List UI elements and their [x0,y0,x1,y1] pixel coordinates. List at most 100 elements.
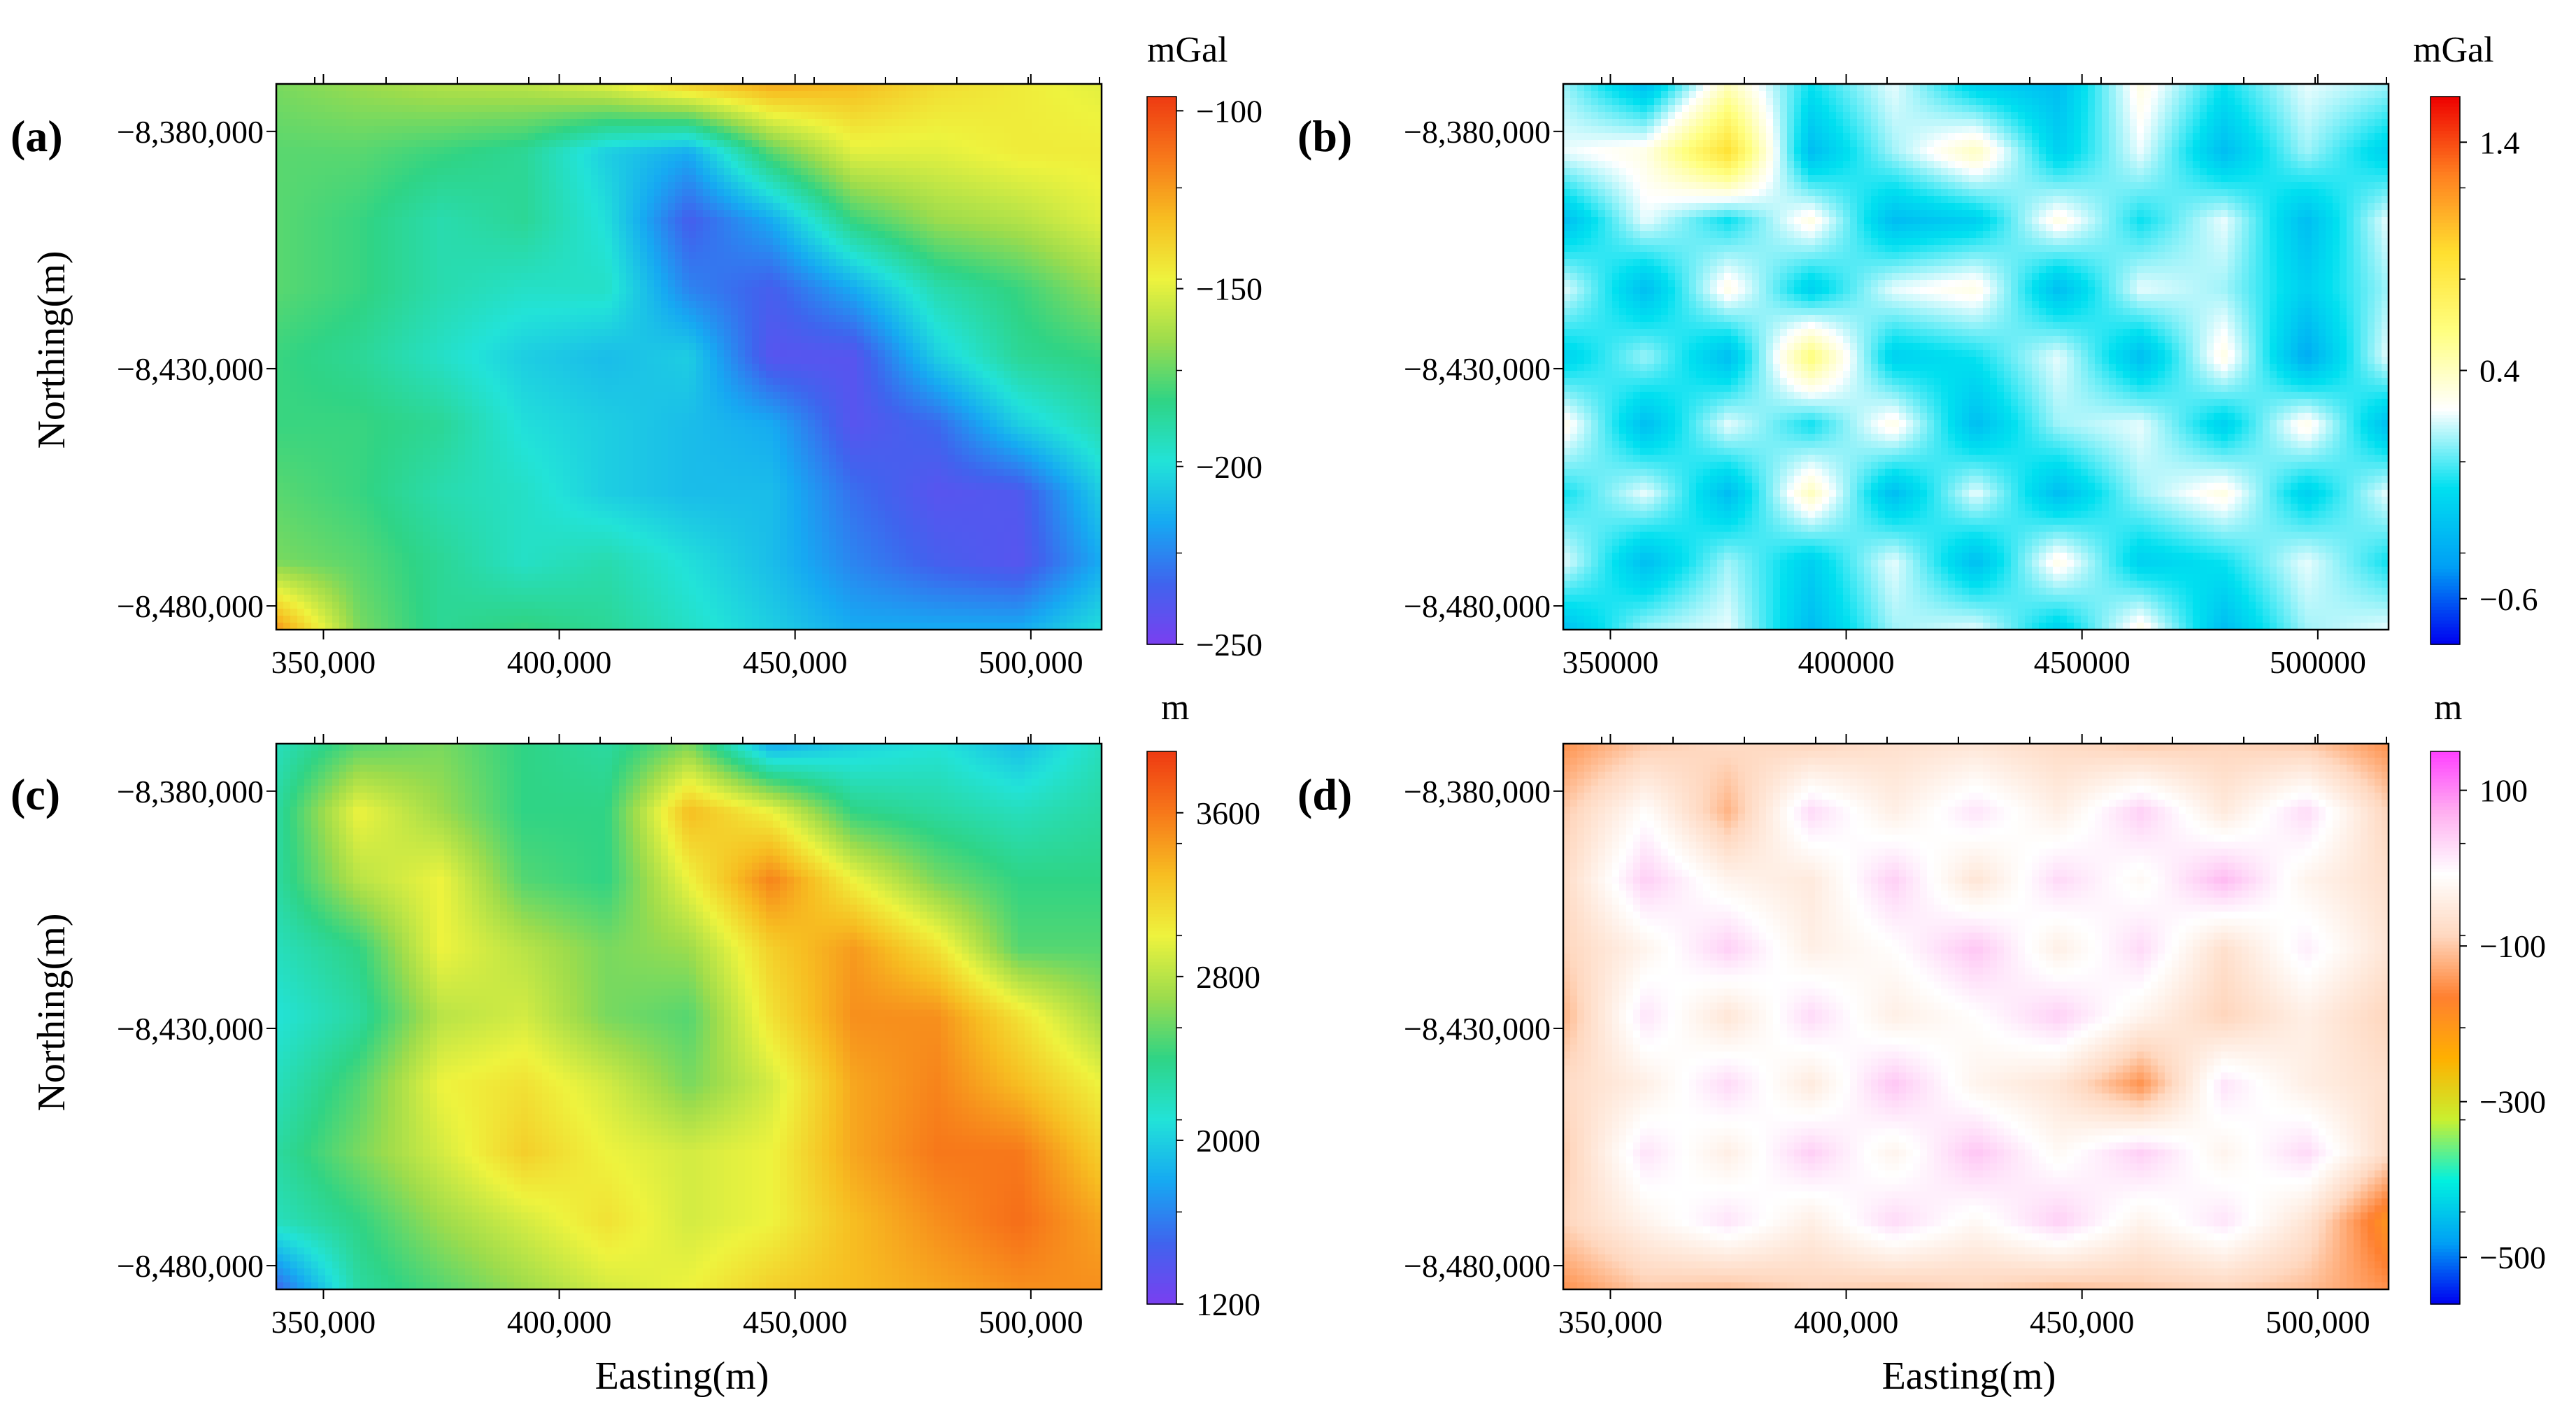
heatmap-cell [731,84,739,92]
heatmap-cell [759,259,767,267]
heatmap-cell [983,133,990,141]
heatmap-cell [682,315,690,323]
heatmap-cell [766,147,774,155]
heatmap-cell [619,168,627,176]
heatmap-cell [1088,294,1095,302]
heatmap-cell [430,266,438,274]
heatmap-cell [668,140,676,148]
heatmap-cell [444,245,452,253]
heatmap-cell [633,238,641,246]
heatmap-cell [1095,357,1102,364]
heatmap-cell [283,294,291,302]
heatmap-cell [1095,140,1102,148]
heatmap-cell [626,210,634,218]
heatmap-cell [990,287,997,295]
heatmap-cell [920,315,927,323]
heatmap-cell [703,196,711,204]
heatmap-cell [402,203,410,211]
heatmap-cell [682,112,690,120]
heatmap-cell [941,371,948,378]
heatmap-cell [437,350,445,357]
heatmap-cell [409,91,417,99]
heatmap-cell [976,154,983,162]
heatmap-cell [388,350,396,357]
heatmap-cell [521,343,529,351]
heatmap-cell [535,294,543,302]
heatmap-cell [290,133,298,141]
heatmap-cell [773,119,781,127]
heatmap-cell [808,336,816,344]
heatmap-cell [899,315,906,323]
heatmap-cell [675,91,683,99]
heatmap-cell [864,364,871,371]
heatmap-cell [479,147,487,155]
heatmap-cell [521,301,529,309]
heatmap-cell [738,189,746,197]
heatmap-cell [626,196,634,204]
heatmap-cell [276,371,284,378]
heatmap-cell [836,189,844,197]
heatmap-cell [332,336,340,344]
heatmap-cell [647,147,655,155]
heatmap-cell [1053,238,1060,246]
heatmap-cell [521,210,529,218]
heatmap-cell [577,371,585,378]
heatmap-cell [514,343,522,351]
heatmap-cell [899,91,906,99]
heatmap-cell [556,147,564,155]
heatmap-cell [374,84,382,92]
heatmap-cell [759,189,767,197]
heatmap-cell [521,140,529,148]
heatmap-cell [913,112,920,120]
heatmap-cell [1088,133,1095,141]
heatmap-cell [997,119,1004,127]
heatmap-cell [962,245,969,253]
heatmap-cell [948,168,955,176]
heatmap-cell [465,315,473,323]
heatmap-cell [976,147,983,155]
heatmap-cell [955,140,962,148]
heatmap-cell [367,203,375,211]
heatmap-cell [332,294,340,302]
heatmap-cell [738,266,746,274]
heatmap-cell [577,224,585,232]
heatmap-cell [752,294,760,302]
heatmap-cell [367,105,375,113]
heatmap-cell [423,287,431,295]
heatmap-cell [675,105,683,113]
heatmap-cell [675,84,683,92]
heatmap-cell [570,343,578,351]
heatmap-cell [276,231,284,239]
heatmap-cell [465,252,473,260]
heatmap-cell [689,161,697,169]
heatmap-cell [493,378,501,385]
heatmap-cell [528,140,536,148]
heatmap-cell [906,189,913,197]
heatmap-cell [549,105,557,113]
heatmap-cell [759,273,767,281]
heatmap-cell [1018,308,1025,316]
heatmap-cell [444,203,452,211]
heatmap-cell [1053,329,1060,337]
heatmap-cell [437,175,445,183]
heatmap-cell [682,231,690,239]
heatmap-cell [1088,147,1095,155]
heatmap-cell [311,175,319,183]
heatmap-cell [871,238,878,246]
heatmap-cell [1011,133,1018,141]
heatmap-cell [367,336,375,344]
heatmap-cell [892,315,899,323]
heatmap-cell [409,364,417,371]
heatmap-cell [955,98,962,106]
heatmap-cell [871,189,878,197]
heatmap-cell [332,308,340,316]
heatmap-cell [941,259,948,267]
heatmap-cell [962,203,969,211]
heatmap-cell [619,273,627,281]
heatmap-cell [493,189,501,197]
heatmap-cell [997,189,1004,197]
heatmap-cell [822,133,830,141]
heatmap-cell [745,364,753,371]
heatmap-cell [332,98,340,106]
heatmap-cell [717,350,725,357]
